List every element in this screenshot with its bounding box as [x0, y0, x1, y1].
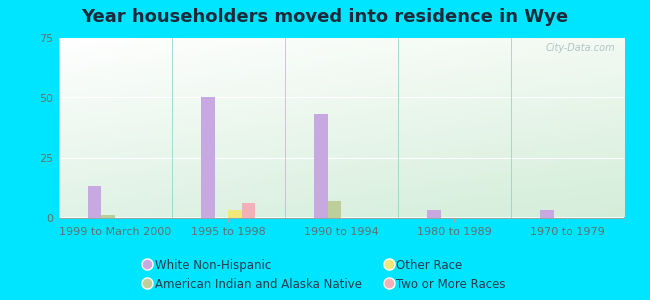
Bar: [101, 215, 115, 218]
Text: City-Data.com: City-Data.com: [546, 43, 616, 53]
Bar: [88, 186, 101, 218]
Bar: [242, 203, 255, 218]
Text: Year householders moved into residence in Wye: Year householders moved into residence i…: [81, 8, 569, 26]
Bar: [314, 114, 328, 218]
Bar: [427, 210, 441, 218]
Bar: [328, 201, 341, 218]
Bar: [201, 98, 214, 218]
Bar: [540, 210, 554, 218]
Legend: White Non-Hispanic, American Indian and Alaska Native, Other Race, Two or More R: White Non-Hispanic, American Indian and …: [141, 255, 509, 294]
Bar: [228, 210, 242, 218]
